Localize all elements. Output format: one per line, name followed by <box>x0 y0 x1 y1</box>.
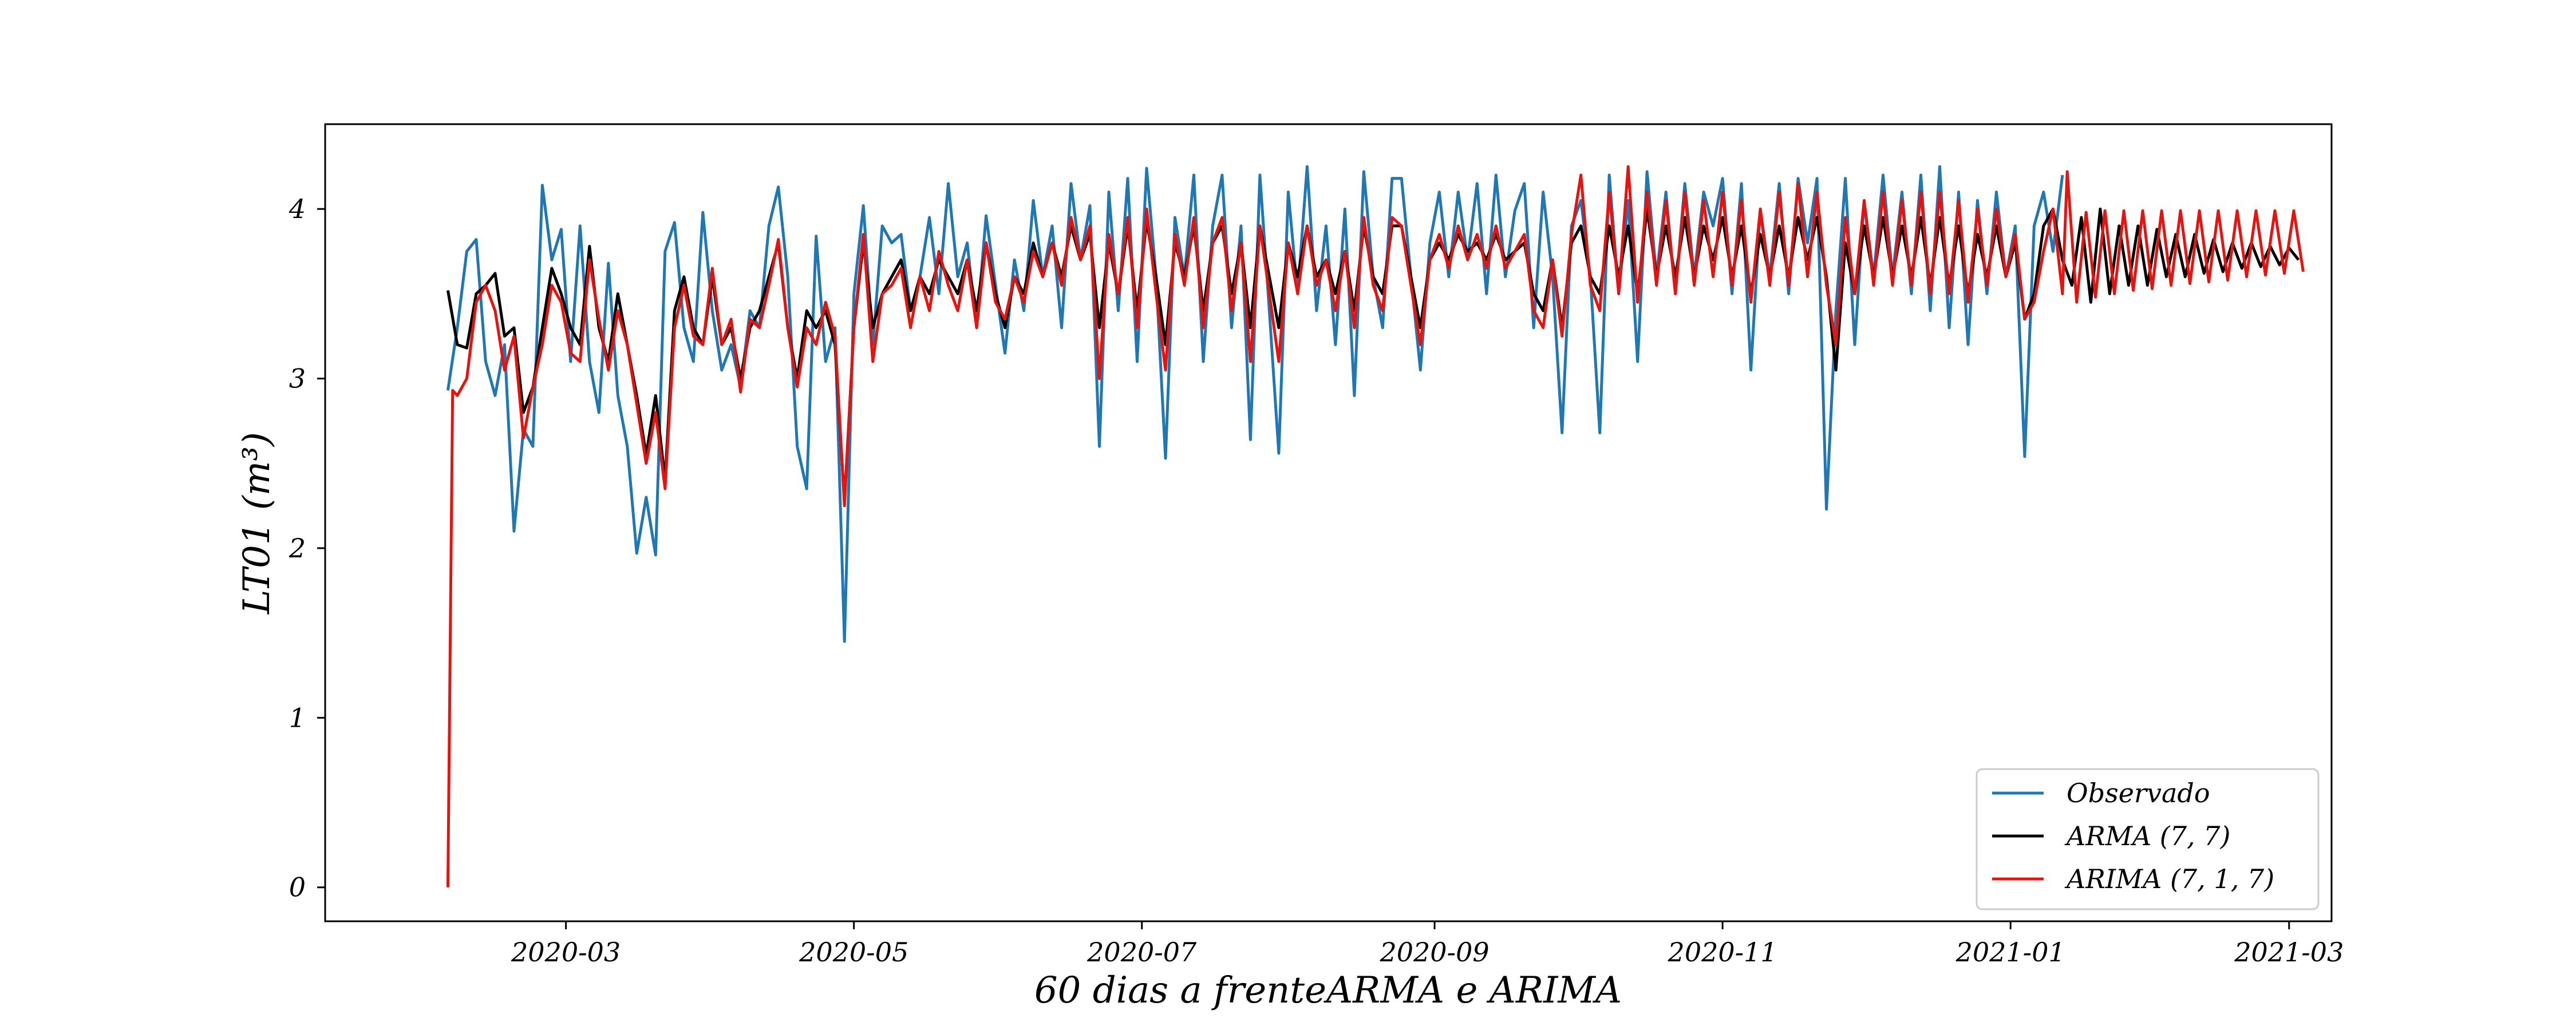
x-tick-label: 2021-03 <box>2234 937 2344 968</box>
x-tick-label: 2020-03 <box>511 937 621 968</box>
y-axis-title: LT01 (m³) <box>236 432 278 615</box>
x-axis: 2020-03 2020-05 2020-07 2020-09 2020-11 2021-… <box>511 921 2344 968</box>
series-layer <box>446 165 2305 888</box>
legend-label-arma: ARMA (7, 7) <box>2064 821 2230 851</box>
legend-label-observado: Observado <box>2067 778 2210 809</box>
y-tick-label: 1 <box>289 702 306 733</box>
plot-frame <box>324 123 2333 922</box>
series-line-2 <box>446 165 2305 888</box>
y-tick-label: 2 <box>289 533 306 564</box>
x-tick-label: 2020-07 <box>1086 937 1197 968</box>
x-tick-label: 2021-01 <box>1955 937 2065 968</box>
y-axis: 0 1 2 3 4 <box>289 193 325 903</box>
x-tick-label: 2020-09 <box>1379 937 1489 968</box>
y-tick-label: 4 <box>289 193 306 224</box>
legend: Observado ARMA (7, 7) ARIMA (7, 1, 7) <box>1976 768 2320 910</box>
x-tick-label: 2020-11 <box>1668 937 1777 968</box>
y-tick-label: 3 <box>289 363 306 394</box>
legend-box <box>1976 768 2320 910</box>
legend-label-arima: ARIMA (7, 1, 7) <box>2064 863 2274 894</box>
x-axis-title: 60 dias a frenteARMA e ARIMA <box>1034 969 1622 1012</box>
y-tick-label: 0 <box>289 872 306 903</box>
x-tick-label: 2020-05 <box>799 937 908 968</box>
